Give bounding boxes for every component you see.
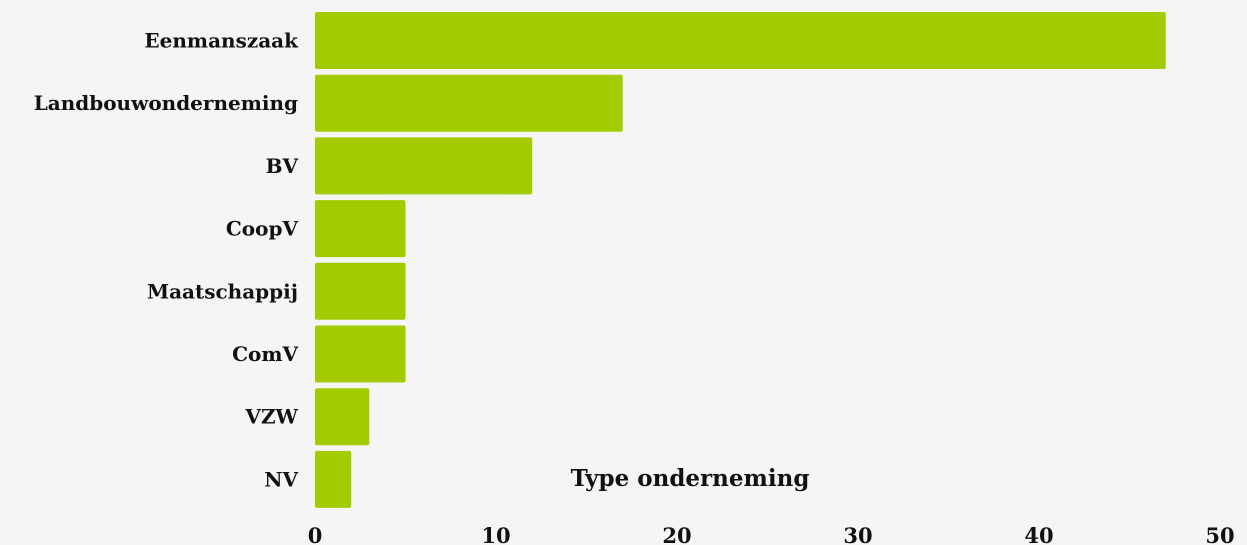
x-tick-labels-group: 0 10 20 30 40 50 [308,523,1235,545]
bar-vzw [315,388,370,446]
x-axis-title: Type onderneming [571,465,810,492]
bar-comv [315,325,406,383]
bar-bv [315,137,533,195]
bar-eenmanszaak [315,12,1166,69]
bar-nv [315,450,352,508]
category-label-nv: NV [264,467,298,491]
x-tick-label: 40 [1024,523,1053,545]
category-label-bv: BV [266,154,299,178]
bar-landbouwonderneming [315,74,623,132]
category-label-maatschappij: Maatschappij [147,279,298,303]
category-label-landbouwonderneming: Landbouwonderneming [34,91,298,115]
x-tick-label: 50 [1205,523,1234,545]
x-tick-label: 30 [843,523,872,545]
x-tick-label: 20 [662,523,691,545]
category-label-eenmanszaak: Eenmanszaak [144,29,299,53]
x-tick-label: 10 [481,523,510,545]
bar-coopv [315,200,406,258]
category-label-coopv: CoopV [226,217,299,241]
category-label-vzw: VZW [244,405,298,429]
bars-group [315,12,1166,508]
bar-maatschappij [315,262,406,320]
category-label-comv: ComV [232,342,298,366]
category-labels-group: Eenmanszaak Landbouwonderneming BV CoopV Maa… [34,29,299,492]
x-tick-label: 0 [308,523,323,545]
